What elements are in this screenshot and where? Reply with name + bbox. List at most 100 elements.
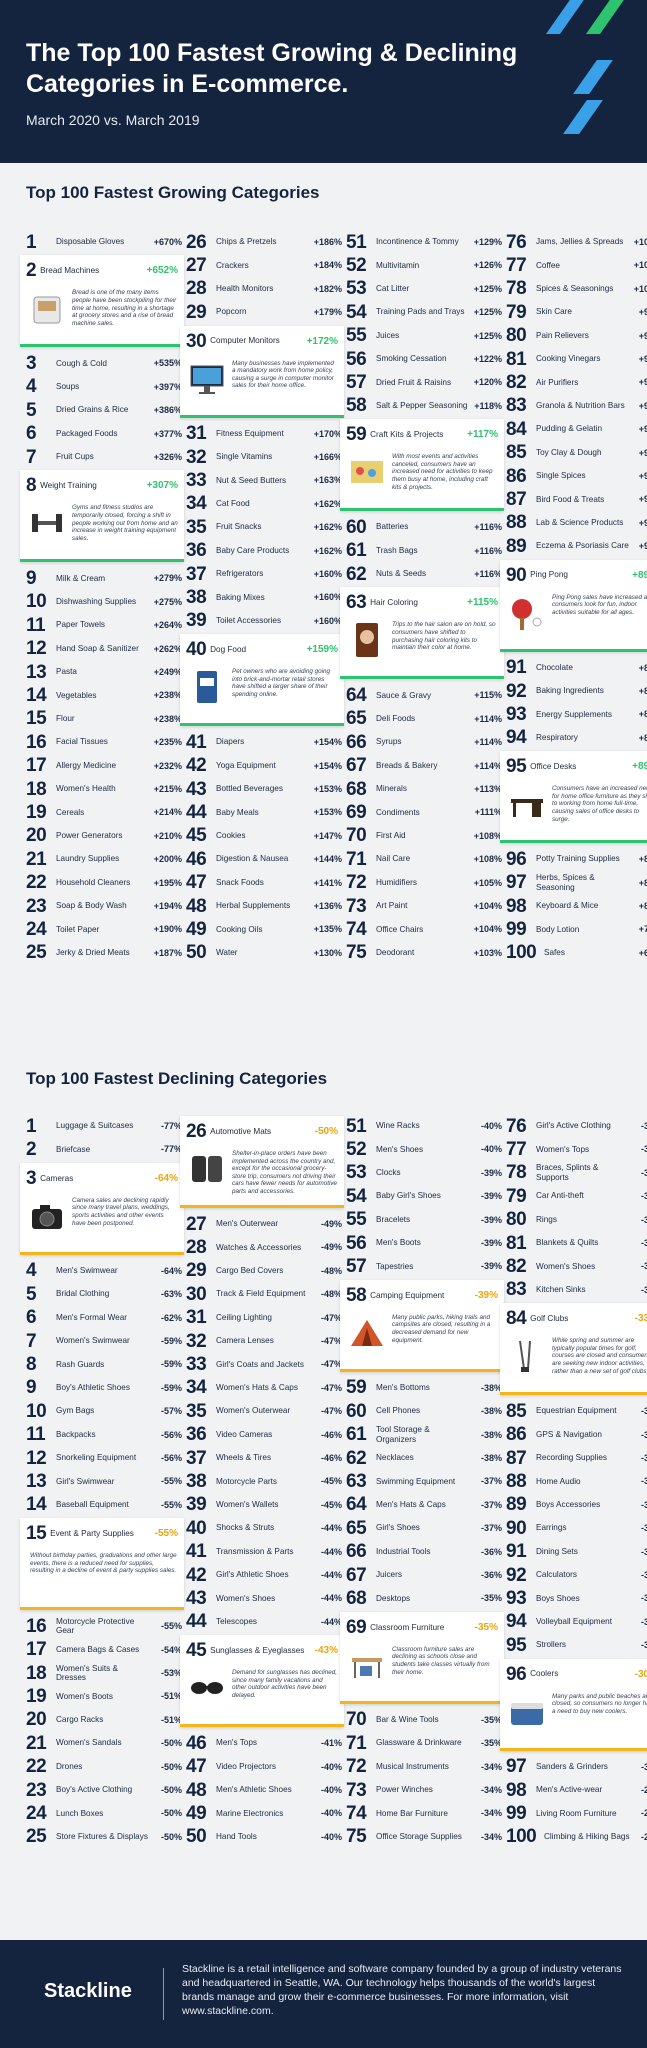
list-item: 86 Single Spices +95%	[506, 466, 647, 486]
percent-change: -34%	[640, 1214, 647, 1225]
category-label: Women's Sandals	[56, 1738, 122, 1748]
category-label: Men's Shoes	[376, 1144, 424, 1154]
category-label: Cat Litter	[376, 284, 410, 294]
percent-change: -40%	[320, 1785, 342, 1795]
rank-number: 51	[346, 1115, 367, 1137]
list-item: 44 Telescopes -44%	[186, 1612, 342, 1632]
list-item: 40 Shocks & Struts -44%	[186, 1518, 342, 1538]
percent-change: -50%	[160, 1738, 182, 1749]
list-item: 17 Allergy Medicine +232%	[26, 756, 182, 776]
category-label: Potty Training Supplies	[536, 854, 620, 864]
list-item: 56 Smoking Cessation +122%	[346, 349, 502, 369]
rank-number: 51	[346, 231, 367, 253]
rank-number: 7	[26, 446, 37, 468]
percent-change: +535%	[153, 358, 182, 369]
rank-number: 80	[506, 325, 527, 347]
category-label: Hand Tools	[216, 1832, 257, 1842]
rank-number: 71	[346, 1732, 367, 1754]
percent-change: -41%	[320, 1738, 342, 1749]
rank-number: 10	[26, 591, 47, 613]
percent-change: -47%	[320, 1382, 342, 1393]
percent-change: +377%	[153, 428, 182, 439]
rank-number: 88	[506, 512, 527, 534]
rank-number: 29	[186, 301, 207, 323]
card-description: Bread is one of the many items people ha…	[72, 289, 177, 327]
percent-change: -59%	[160, 1382, 182, 1393]
list-item: 54 Training Pads and Trays +125%	[346, 302, 502, 322]
percent-change: -29%	[640, 1808, 647, 1819]
card-description: While spring and summer are typically po…	[552, 1337, 647, 1375]
rank-number: 97	[506, 872, 527, 894]
rank-number: 79	[506, 1185, 527, 1207]
list-item: 14 Vegetables +238%	[26, 685, 182, 705]
classroom-icon	[352, 1657, 382, 1678]
category-label: Nut & Seed Butters	[216, 475, 287, 485]
rank-number: 90	[506, 1517, 527, 1539]
list-item: 22 Drones -50%	[26, 1757, 182, 1777]
list-item: 49 Marine Electronics -40%	[186, 1803, 342, 1823]
list-item: 72 Humidifiers +105%	[346, 873, 502, 893]
rank-number: 89	[506, 1494, 527, 1516]
list-item: 13 Girl's Swimwear -55%	[26, 1471, 182, 1491]
list-item: 71 Nail Care +108%	[346, 849, 502, 869]
list-item: 96 Potty Training Supplies +82%	[506, 849, 647, 869]
percent-change: +82%	[638, 877, 647, 888]
featured-card-59: 59 Craft Kits & Projects +117% With most ev…	[340, 419, 504, 512]
percent-change: +162%	[313, 498, 342, 509]
category-label: Hair Coloring	[370, 598, 418, 608]
category-label: Women's Outerwear	[216, 1406, 291, 1416]
category-label: Strollers	[536, 1640, 567, 1650]
category-label: Automotive Mats	[210, 1126, 272, 1136]
percent-change: -57%	[160, 1406, 182, 1417]
percent-change: +262%	[153, 643, 182, 654]
list-item: 1 Disposable Gloves +670%	[26, 232, 182, 252]
percent-change: -29%	[640, 1785, 647, 1795]
list-item: 76 Jams, Jellies & Spreads +102%	[506, 232, 647, 252]
list-item: 67 Breads & Bakery +114%	[346, 756, 502, 776]
rank-number: 16	[26, 1615, 47, 1637]
list-item: 99 Body Lotion +79%	[506, 919, 647, 939]
list-item: 25 Jerky & Dried Meats +187%	[26, 943, 182, 963]
rank-number: 92	[506, 1564, 527, 1586]
rank-number: 33	[186, 1353, 207, 1375]
rank-number: 57	[346, 1255, 367, 1277]
percent-change: -39%	[480, 1191, 502, 1202]
category-label: Sauce & Gravy	[376, 690, 432, 700]
list-item: 46 Men's Tops -41%	[186, 1733, 342, 1753]
footer-text: Stackline is a retail intelligence and s…	[182, 1963, 622, 2017]
category-label: Baseball Equipment	[56, 1500, 129, 1510]
rank-number: 30	[186, 1283, 207, 1305]
rank-number: 4	[26, 1260, 37, 1282]
category-label: Craft Kits & Projects	[370, 429, 444, 439]
category-label: Deli Foods	[376, 714, 416, 724]
category-label: Herbal Supplements	[216, 901, 291, 911]
percent-change: -31%	[640, 1570, 647, 1580]
percent-change: +116%	[474, 522, 502, 533]
featured-card-63: 63 Hair Coloring +115% Trips to the hair sa…	[340, 587, 504, 680]
percent-change: -40%	[320, 1761, 342, 1772]
card-header: 15 Event & Party Supplies -55%	[26, 1524, 178, 1543]
percent-change: +159%	[306, 644, 338, 656]
list-item: 52 Multivitamin +126%	[346, 255, 502, 275]
percent-change: +95%	[638, 447, 647, 458]
percent-change: -33%	[640, 1261, 647, 1272]
percent-change: -39%	[480, 1214, 502, 1225]
category-label: Chocolate	[536, 662, 573, 672]
list-item: 81 Cooking Vinegars +98%	[506, 349, 647, 369]
rank-number: 28	[186, 278, 207, 300]
category-label: Rings	[536, 1214, 557, 1224]
card-header: 69 Classroom Furniture -35%	[346, 1618, 498, 1637]
featured-card-3: 3 Cameras -64% Camera sales are declining r…	[20, 1162, 184, 1255]
percent-change: +84%	[638, 686, 647, 696]
percent-change: +114%	[474, 713, 502, 724]
category-label: Video Cameras	[216, 1429, 273, 1439]
list-item: 53 Cat Litter +125%	[346, 279, 502, 299]
category-label: Men's Formal Wear	[56, 1312, 128, 1322]
percent-change: +141%	[313, 877, 342, 888]
category-label: Marine Electronics	[216, 1808, 284, 1818]
category-label: Toilet Accessories	[216, 616, 282, 626]
percent-change: -47%	[320, 1406, 342, 1417]
category-label: Women's Swimwear	[56, 1336, 130, 1346]
rank-number: 16	[26, 731, 47, 753]
